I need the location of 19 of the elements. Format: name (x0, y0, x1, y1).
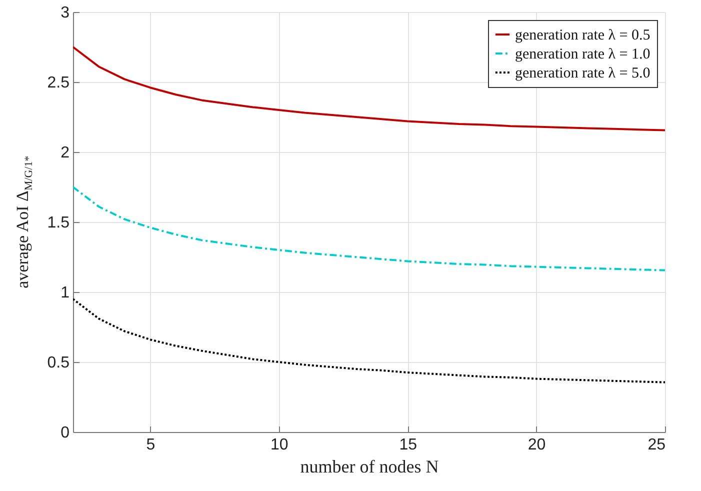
legend-label: generation rate λ = 1.0 (515, 46, 650, 62)
x-tick-label: 5 (146, 436, 156, 454)
y-tick-label: 0 (60, 424, 70, 442)
y-tick-label: 2.5 (47, 74, 70, 92)
x-tick-label: 15 (399, 436, 418, 454)
x-tick-label: 20 (528, 436, 546, 454)
y-tick-label: 2 (60, 144, 70, 162)
y-tick-label: 0.5 (47, 354, 70, 372)
line-series (73, 298, 665, 384)
line-series (73, 186, 665, 272)
x-axis-title: number of nodes N (300, 456, 439, 476)
y-tick-label: 3 (60, 4, 70, 22)
x-tick-label: 25 (648, 436, 666, 454)
legend-label: generation rate λ = 0.5 (515, 28, 650, 44)
x-tick-label: 10 (270, 436, 288, 454)
legend-label: generation rate λ = 5.0 (515, 66, 650, 82)
y-tick-label: 1 (60, 284, 70, 302)
y-tick-label: 1.5 (47, 214, 70, 232)
line-series (73, 46, 665, 132)
